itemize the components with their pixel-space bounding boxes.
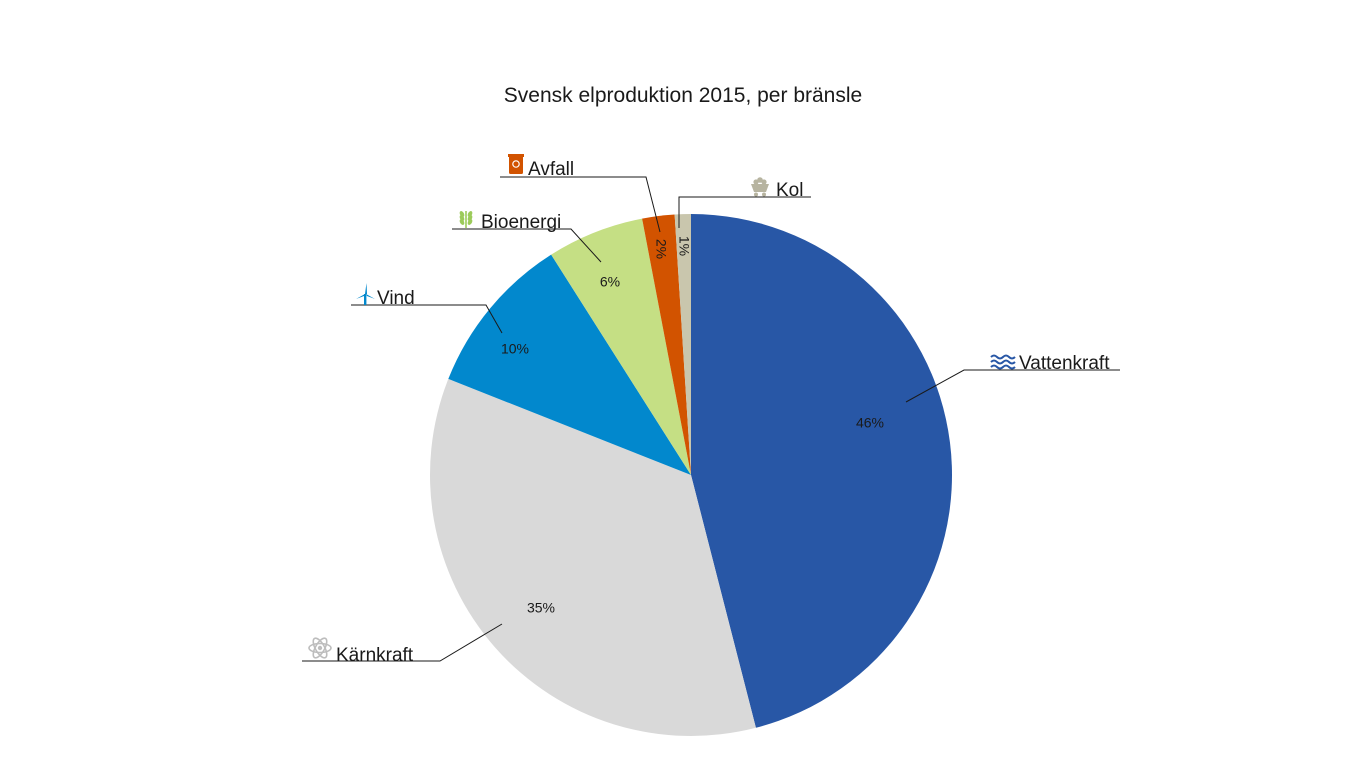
percent-label-kol: 1% — [676, 236, 692, 256]
coal-cart-icon — [751, 177, 769, 197]
category-label-kol: Kol — [776, 180, 803, 201]
percent-label-karnkraft: 35% — [527, 600, 555, 616]
category-icons — [308, 154, 1016, 659]
leader-line-karnkraft — [302, 623, 503, 662]
leader-line-vind — [351, 304, 503, 334]
percent-label-avfall: 2% — [653, 239, 669, 259]
leader-line-avfall — [500, 176, 661, 233]
category-label-avfall: Avfall — [528, 159, 574, 180]
leader-line-bioenergi — [452, 228, 602, 263]
atom-icon — [308, 637, 332, 659]
leader-lines — [302, 176, 1120, 662]
percent-labels: 46% 35% 10% 6% 2% 1% — [501, 236, 884, 616]
percent-label-vind: 10% — [501, 341, 529, 357]
recycle-bin-icon — [508, 154, 524, 174]
leader-line-kol — [678, 196, 811, 228]
percent-label-bioenergi: 6% — [600, 274, 620, 290]
pie-slice-kol — [674, 214, 691, 475]
leader-line-vattenkraft — [905, 369, 1120, 403]
pie-slice-vattenkraft — [691, 214, 952, 728]
water-waves-icon — [990, 354, 1016, 370]
category-labels: Vattenkraft Kärnkraft Vind Bioenergi Avfall K… — [336, 159, 1110, 666]
category-label-karnkraft: Kärnkraft — [336, 645, 414, 666]
percent-label-vattenkraft: 46% — [856, 415, 884, 431]
pie-slice-karnkraft — [429, 378, 756, 737]
pie-slices — [429, 214, 952, 737]
pie-slice-bioenergi — [551, 218, 691, 475]
pie-slice-vind — [448, 254, 691, 475]
category-label-bioenergi: Bioenergi — [481, 212, 561, 233]
wheat-icon — [459, 211, 473, 228]
category-label-vind: Vind — [377, 288, 415, 309]
wind-turbine-icon — [356, 283, 375, 305]
pie-slice-avfall — [642, 214, 691, 476]
chart-title: Svensk elproduktion 2015, per bränsle — [503, 84, 863, 107]
category-label-vattenkraft: Vattenkraft — [1019, 353, 1110, 374]
